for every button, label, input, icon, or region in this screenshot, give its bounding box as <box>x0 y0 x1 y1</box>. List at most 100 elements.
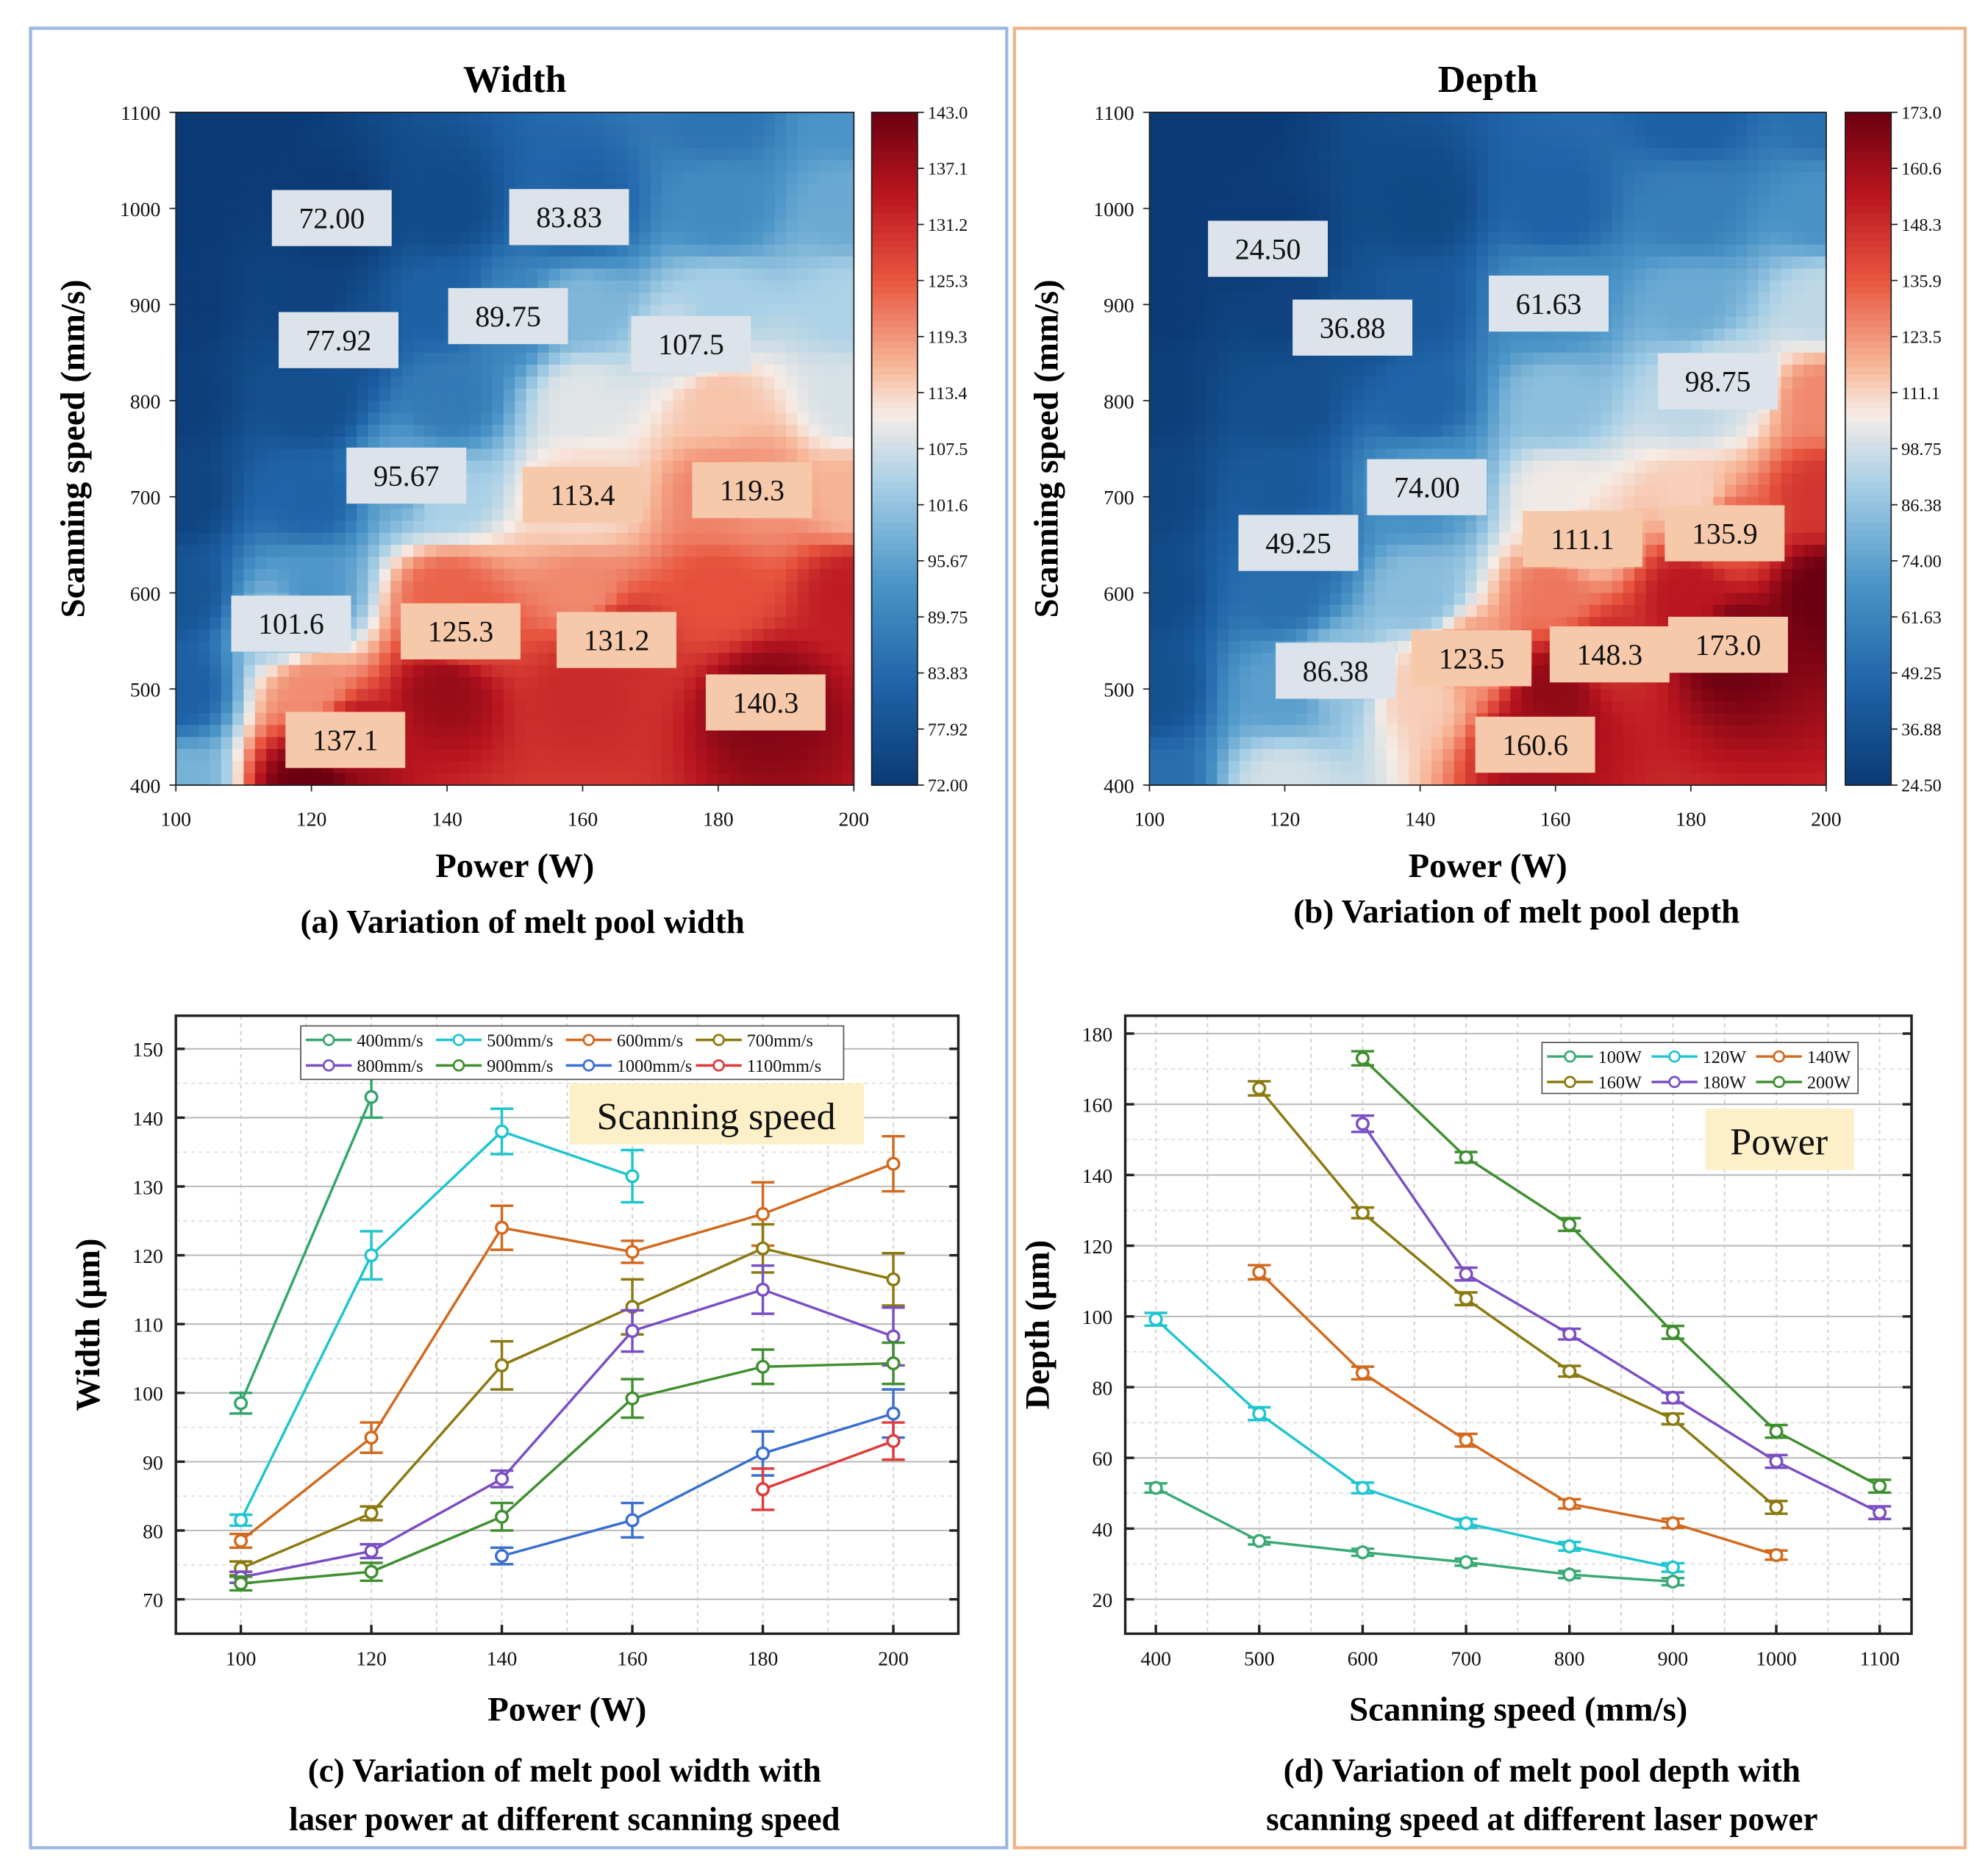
heatmap-cell <box>740 388 754 402</box>
heatmap-cell <box>1386 280 1398 293</box>
heatmap-cell <box>797 208 809 221</box>
heatmap-cell <box>786 244 798 257</box>
heatmap-cell <box>412 208 426 221</box>
heatmap-cell <box>198 424 211 438</box>
heatmap-cell <box>288 665 301 678</box>
heatmap-cell <box>593 244 607 257</box>
colorbar-segment <box>871 556 918 565</box>
heatmap-cell <box>718 653 731 666</box>
heatmap-cell <box>243 112 256 126</box>
heatmap-cell <box>469 196 482 210</box>
heatmap-cell <box>447 232 460 246</box>
heatmap-cell <box>1420 268 1433 282</box>
heatmap-cell <box>288 568 301 582</box>
heatmap-cell <box>752 328 765 342</box>
heatmap-cell <box>627 725 640 738</box>
heatmap-cell <box>1273 412 1286 426</box>
heatmap-cell <box>1217 748 1229 762</box>
heatmap-cell <box>571 304 584 318</box>
heatmap-cell <box>1240 701 1252 714</box>
heatmap-cell <box>1329 424 1342 438</box>
heatmap-cell <box>808 184 821 198</box>
heatmap-cell <box>232 773 245 787</box>
heatmap-cell <box>662 172 674 185</box>
heatmap-cell <box>1240 653 1252 666</box>
heatmap-cell <box>662 496 674 510</box>
heatmap-cell <box>786 160 798 173</box>
heatmap-cell <box>559 244 573 257</box>
heatmap-cell <box>1251 208 1263 221</box>
heatmap-cell <box>390 232 403 246</box>
heatmap-cell <box>1420 184 1433 198</box>
heatmap-cell <box>548 412 561 426</box>
heatmap-cell <box>323 376 335 390</box>
heatmap-cell <box>831 653 844 666</box>
heatmap-cell <box>210 448 222 462</box>
heatmap-cell <box>1194 676 1207 690</box>
heatmap-cell <box>1295 401 1309 414</box>
heatmap-cell <box>1341 388 1354 402</box>
heatmap-cell <box>323 136 335 149</box>
heatmap-cell <box>820 172 832 185</box>
heatmap-cell <box>357 412 369 426</box>
heatmap-cell <box>1228 545 1241 558</box>
annotation-label: 83.83 <box>536 201 602 234</box>
heatmap-cell <box>1149 604 1162 618</box>
heatmap-cell <box>481 401 493 414</box>
heatmap-cell <box>401 220 414 234</box>
heatmap-cell <box>582 712 595 726</box>
heatmap-cell <box>559 160 573 173</box>
heatmap-cell <box>1273 748 1286 762</box>
heatmap-cell <box>300 556 312 570</box>
heatmap-cell <box>605 256 618 270</box>
heatmap-cell <box>1240 376 1252 390</box>
heatmap-cell <box>1160 268 1173 282</box>
heatmap-cell <box>1295 280 1309 293</box>
heatmap-cell <box>1420 712 1433 726</box>
heatmap-cell <box>1206 665 1218 678</box>
heatmap-cell <box>1228 737 1241 751</box>
heatmap-cell <box>1262 581 1275 594</box>
heatmap-cell <box>718 388 731 402</box>
heatmap-cell <box>210 124 222 137</box>
heatmap-cell <box>198 208 211 221</box>
heatmap-cell <box>232 376 245 390</box>
heatmap-cell <box>492 556 504 570</box>
heatmap-cell <box>1206 448 1218 462</box>
x-tick-label: 180 <box>703 807 734 830</box>
heatmap-cell <box>503 532 516 546</box>
heatmap-cell <box>323 412 335 426</box>
heatmap-cell <box>1172 365 1184 378</box>
heatmap-cell <box>412 581 426 594</box>
heatmap-cell <box>243 545 256 558</box>
heatmap-cell <box>1206 280 1218 293</box>
heatmap-cell <box>1160 172 1173 185</box>
heatmap-cell <box>379 388 392 402</box>
heatmap-cell <box>808 773 821 787</box>
heatmap-cell <box>447 412 460 426</box>
heatmap-cell <box>277 148 290 162</box>
heatmap-cell <box>198 665 211 678</box>
heatmap-cell <box>1375 448 1387 462</box>
heatmap-cell <box>1284 388 1297 402</box>
heatmap-cell <box>232 545 245 558</box>
heatmap-cell <box>1307 581 1320 594</box>
heatmap-cell <box>537 761 550 774</box>
heatmap-cell <box>786 424 798 438</box>
heatmap-cell <box>345 653 358 666</box>
heatmap-cell <box>582 437 595 450</box>
heatmap-cell <box>548 244 561 257</box>
heatmap-cell <box>176 761 188 774</box>
heatmap-cell <box>447 676 460 690</box>
heatmap-cell <box>1206 184 1218 198</box>
heatmap-cell <box>1262 448 1275 462</box>
heatmap-cell <box>515 592 527 606</box>
heatmap-cell <box>842 268 855 282</box>
heatmap-cell <box>1262 496 1275 510</box>
heatmap-cell <box>266 316 279 330</box>
heatmap-cell <box>311 701 324 714</box>
heatmap-cell <box>311 509 324 522</box>
heatmap-cell <box>718 112 731 126</box>
heatmap-cell <box>820 304 832 318</box>
